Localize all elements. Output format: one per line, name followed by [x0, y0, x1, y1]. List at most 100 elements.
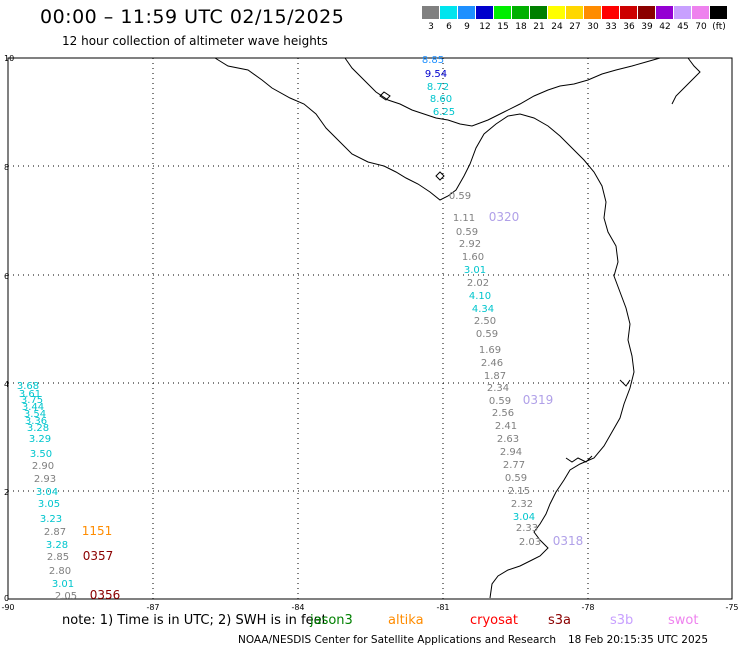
lon-label: -84 — [291, 603, 304, 612]
wave-height-reading: 3.36 — [25, 416, 47, 427]
wave-height-reading: 3.61 — [19, 389, 41, 400]
colorbar-swatch — [602, 6, 620, 19]
lon-label: -87 — [146, 603, 159, 612]
colorbar-tick: 33 — [605, 22, 617, 32]
colorbar-swatch — [494, 6, 512, 19]
colorbar-tick: 39 — [641, 22, 653, 32]
colorbar-tick: 15 — [497, 22, 509, 32]
wave-height-reading: 2.33 — [516, 523, 538, 534]
lat-label: 10 — [4, 54, 14, 63]
colorbar-swatch — [530, 6, 548, 19]
wave-height-reading: 4.34 — [472, 304, 494, 315]
wave-height-reading: 2.56 — [492, 408, 514, 419]
footer-timestamp: 18 Feb 20:15:35 UTC 2025 — [568, 634, 708, 646]
lon-label: -75 — [725, 603, 738, 612]
colorbar-swatch — [422, 6, 440, 19]
wave-height-reading: 2.87 — [44, 527, 66, 538]
mission-swot: swot — [668, 613, 699, 628]
wave-height-reading: 3.01 — [464, 265, 486, 276]
wave-height-reading: 2.50 — [474, 316, 496, 327]
colorbar-tick: 30 — [587, 22, 599, 32]
wave-height-reading: 2.63 — [497, 434, 519, 445]
colorbar-tick: 27 — [569, 22, 581, 32]
colorbar-tick: 70 — [695, 22, 707, 32]
wave-height-reading: 4.10 — [469, 291, 491, 302]
wave-height-reading: 3.54 — [24, 409, 46, 420]
colorbar-swatch — [584, 6, 602, 19]
wave-height-reading: 1.87 — [484, 371, 506, 382]
wave-height-readings: 8.859.548.728.606.250.591.110.592.921.60… — [17, 55, 541, 602]
wave-height-reading: 2.85 — [47, 552, 69, 563]
wave-height-reading: 0.59 — [456, 227, 478, 238]
colorbar-swatch — [710, 6, 728, 19]
wave-height-reading: 2.41 — [495, 421, 517, 432]
wave-height-reading: 3.04 — [513, 512, 535, 523]
wave-height-reading: 8.72 — [427, 82, 449, 93]
wave-height-reading: 2.05 — [55, 591, 77, 602]
wave-height-reading: 2.93 — [34, 474, 56, 485]
colorbar-swatch — [512, 6, 530, 19]
colorbar-tick: 3 — [428, 22, 434, 32]
wave-height-reading: 2.80 — [49, 566, 71, 577]
wave-height-reading: 8.60 — [430, 94, 452, 105]
mission-jason3: jason3 — [310, 613, 353, 628]
wave-height-reading: 0.59 — [505, 473, 527, 484]
colorbar-tick: 36 — [623, 22, 635, 32]
wave-height-reading: 6.25 — [433, 107, 455, 118]
map-subtitle: 12 hour collection of altimeter wave hei… — [62, 34, 328, 48]
wave-height-reading: 3.50 — [30, 449, 52, 460]
footer-note-bar: note: 1) Time is in UTC; 2) SWH is in fe… — [0, 613, 740, 631]
wave-height-reading: 2.94 — [500, 447, 522, 458]
lat-label: 2 — [4, 488, 9, 497]
colorbar-swatch — [458, 6, 476, 19]
wave-height-reading: 3.75 — [21, 395, 43, 406]
wave-height-reading: 2.15 — [508, 486, 530, 497]
colorbar-swatch — [476, 6, 494, 19]
colorbar-tick: 6 — [446, 22, 452, 32]
pass-time-labels: 0320 0319 0318 1151 0357 0356 — [82, 210, 584, 602]
wave-height-reading: 3.05 — [38, 499, 60, 510]
colorbar-swatch — [566, 6, 584, 19]
wave-height-reading: 9.54 — [425, 69, 447, 80]
colorbar-swatch — [656, 6, 674, 19]
pass-time-label: 0356 — [90, 588, 121, 602]
wave-height-reading: 3.28 — [46, 540, 68, 551]
longitude-labels: -90 -87 -84 -81 -78 -75 — [1, 603, 738, 612]
wave-height-reading: 3.44 — [22, 402, 44, 413]
wave-height-reading: 1.69 — [479, 345, 501, 356]
wave-height-reading: 0.59 — [449, 191, 471, 202]
footer-note: note: 1) Time is in UTC; 2) SWH is in fe… — [62, 613, 327, 628]
wave-height-reading: 3.04 — [36, 487, 58, 498]
pass-time-label: 1151 — [82, 524, 113, 538]
wave-height-reading: 2.02 — [467, 278, 489, 289]
mission-cryosat: cryosat — [470, 613, 518, 628]
colorbar-swatch — [692, 6, 710, 19]
wave-height-reading: 2.46 — [481, 358, 503, 369]
wave-height-reading: 2.77 — [503, 460, 525, 471]
lat-label: 6 — [4, 272, 9, 281]
latitude-labels: 10 8 6 4 2 0 — [4, 54, 14, 603]
pass-time-label: 0319 — [523, 393, 554, 407]
pass-time-label: 0318 — [553, 534, 584, 548]
footer-credit: NOAA/NESDIS Center for Satellite Applica… — [238, 634, 556, 646]
colorbar-swatch — [674, 6, 692, 19]
graticule — [8, 58, 732, 599]
wave-height-reading: 3.28 — [27, 423, 49, 434]
map-frame — [7, 57, 733, 600]
colorbar-swatch — [548, 6, 566, 19]
wave-height-reading: 0.59 — [476, 329, 498, 340]
colorbar-swatch — [638, 6, 656, 19]
wave-height-reading: 1.60 — [462, 252, 484, 263]
lon-label: -90 — [1, 603, 14, 612]
wave-height-reading: 2.90 — [32, 461, 54, 472]
wave-height-reading: 8.85 — [422, 55, 444, 66]
map-title: 00:00 – 11:59 UTC 02/15/2025 — [40, 6, 345, 28]
pass-time-label: 0320 — [489, 210, 520, 224]
wave-height-reading: 3.29 — [29, 434, 51, 445]
coastline — [214, 57, 701, 599]
colorbar-tick: (ft) — [712, 22, 726, 32]
wave-height-reading: 1.11 — [453, 213, 475, 224]
colorbar-tick: 12 — [479, 22, 491, 32]
mission-altika: altika — [388, 613, 424, 628]
